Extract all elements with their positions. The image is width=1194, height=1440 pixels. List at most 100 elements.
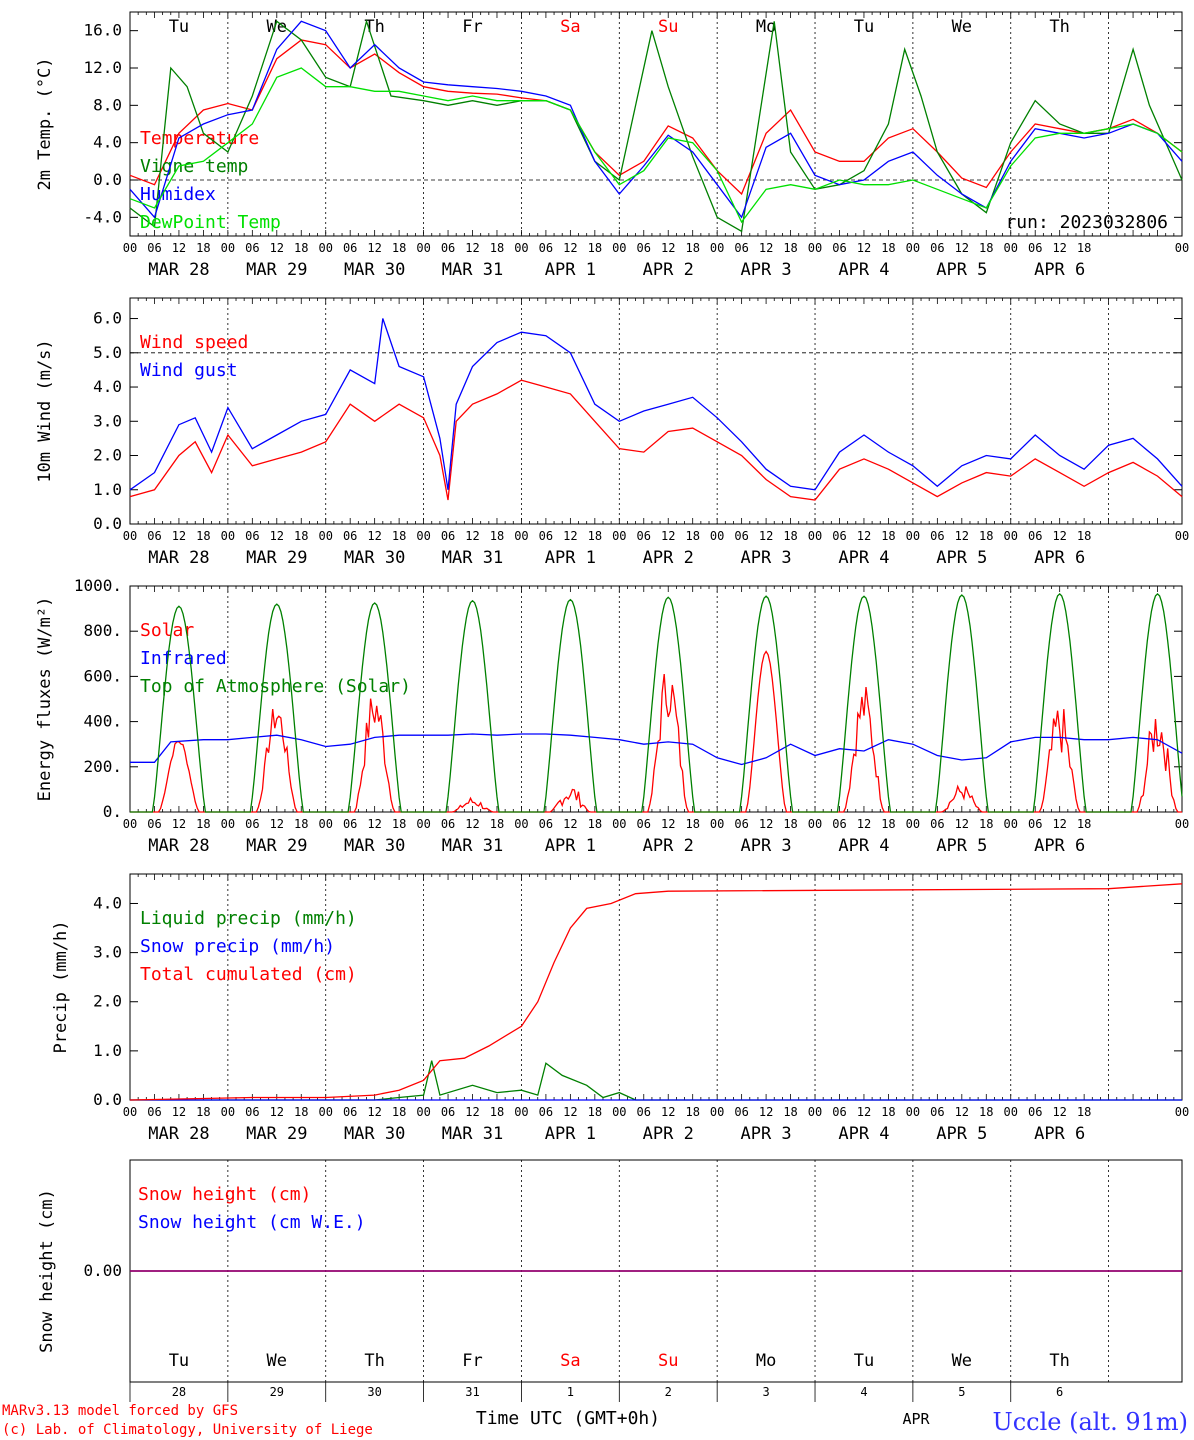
hour-label: 06 [441,1105,455,1119]
hour-label: 12 [563,529,577,543]
legend-entry: Infrared [140,648,227,669]
date-label: APR 6 [1034,260,1085,280]
hour-label: 12 [857,241,871,255]
hour-label: 00 [808,241,822,255]
series-line-total-cumulated-cm- [129,883,1183,1101]
y-tick-label: 1.0 [93,1041,122,1060]
hour-label: 18 [294,529,308,543]
date-label: APR 4 [838,260,889,280]
hour-label: 06 [637,529,651,543]
day-name-label: Mo [756,17,776,37]
series-line-wind-speed [129,379,1183,501]
hour-label: 06 [343,817,357,831]
hour-label: 12 [367,1105,381,1119]
hour-label: 00 [416,529,430,543]
short-date-label: 29 [270,1385,284,1399]
y-tick-label: 400. [83,712,122,731]
hour-label: 18 [1077,241,1091,255]
hour-label: 06 [245,1105,259,1119]
hour-label: 18 [1077,529,1091,543]
day-name-label: We [952,17,972,37]
hour-label: 06 [441,241,455,255]
run-label: run: 2023032806 [1005,212,1168,233]
hour-label: 00 [123,1105,137,1119]
hour-label: 12 [759,529,773,543]
y-tick-label: 4.0 [93,377,122,396]
day-name-label: Su [658,1351,678,1371]
hour-label: 12 [367,241,381,255]
hour-label: 00 [416,241,430,255]
hour-label: 18 [881,1105,895,1119]
legend-entry: Snow precip (mm/h) [140,936,335,957]
y-axis-label: Precip (mm/h) [51,920,71,1053]
hour-label: 12 [857,817,871,831]
date-label: MAR 28 [148,260,209,280]
date-label: APR 5 [936,260,987,280]
date-label: MAR 29 [246,836,307,856]
hour-label: 12 [661,529,675,543]
hour-label: 06 [930,1105,944,1119]
y-tick-label: 3.0 [93,411,122,430]
hour-label: 00 [318,817,332,831]
series-line-top-of-atmosphere-solar- [130,592,1183,813]
hour-label: 12 [465,529,479,543]
y-tick-label: 12.0 [83,58,122,77]
hour-label: 12 [367,529,381,543]
hour-label: 06 [245,817,259,831]
hour-label: 00 [416,817,430,831]
hour-label: 12 [1052,241,1066,255]
y-tick-label: 0.0 [93,1090,122,1109]
hour-label: 00 [710,1105,724,1119]
y-tick-label: 0.00 [83,1261,122,1280]
hour-label: 06 [734,817,748,831]
y-tick-label: 3.0 [93,943,122,962]
date-label: APR 3 [740,1124,791,1144]
hour-label: 00 [123,817,137,831]
legend-entry: Snow height (cm W.E.) [138,1212,366,1233]
hour-label: 18 [979,241,993,255]
hour-label: 06 [147,1105,161,1119]
y-axis-label: 10m Wind (m/s) [35,339,55,482]
plot-frame [129,11,1183,237]
hour-label: 06 [539,817,553,831]
hour-label: 00 [1004,817,1018,831]
panel-1: 16.0 12.0 8.0 4.0 0.0 -4.0 2m Temp. (°C) 00 06 12… [35,11,1189,280]
date-label: MAR 29 [246,1124,307,1144]
short-date-label: 30 [367,1385,381,1399]
hour-label: 18 [979,529,993,543]
y-tick-label: 0.0 [93,514,122,533]
panel-5: 0.00 Snow height (cm) Tu We Th Fr Sa Su Mo Tu We Th… [37,1159,1183,1402]
date-label: APR 4 [838,836,889,856]
date-label: MAR 31 [442,836,503,856]
short-date-label: 2 [665,1385,672,1399]
legend-entry: Vigne temp [140,156,248,177]
series-line-humidex [129,20,1183,219]
hour-label: 18 [881,241,895,255]
hour-label: 18 [392,241,406,255]
plot-frame [129,585,1183,813]
hour-label: 12 [1052,817,1066,831]
date-label: MAR 28 [148,548,209,568]
hour-label: 06 [734,529,748,543]
hour-label: 00 [123,241,137,255]
date-label: MAR 30 [344,548,405,568]
station-name: Uccle (alt. 91m) [992,1408,1188,1436]
hour-label: 00 [514,529,528,543]
date-label: MAR 30 [344,836,405,856]
hour-label: 06 [539,241,553,255]
hour-label: 06 [245,529,259,543]
lab-credit: (c) Lab. of Climatology, University of L… [2,1422,373,1438]
legend-entry: Liquid precip (mm/h) [140,908,357,929]
hour-label: 18 [196,529,210,543]
hour-label: 12 [759,241,773,255]
hour-label: 06 [832,1105,846,1119]
date-label: MAR 30 [344,260,405,280]
short-date-label: 31 [465,1385,479,1399]
date-label: APR 3 [740,260,791,280]
date-label: APR 1 [545,260,596,280]
hour-label: 18 [979,817,993,831]
short-date-label: 4 [860,1385,867,1399]
hour-label: 06 [343,529,357,543]
hour-label: 00 [710,529,724,543]
hour-label: 12 [172,817,186,831]
